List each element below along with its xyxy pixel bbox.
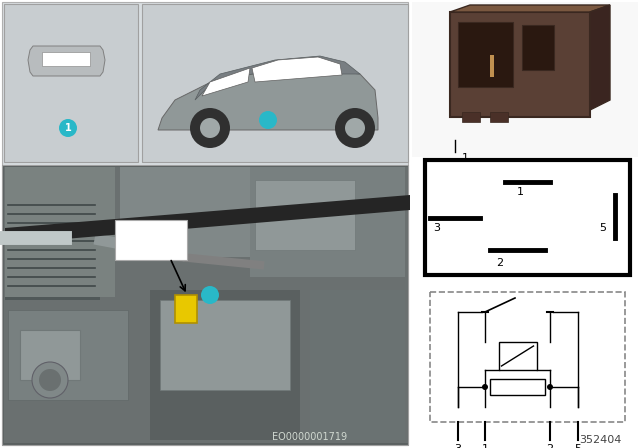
- Bar: [2, 2, 408, 445]
- Bar: [255, 180, 355, 250]
- Text: 1: 1: [516, 187, 524, 197]
- Bar: [490, 379, 545, 395]
- Bar: [490, 55, 494, 77]
- Bar: [42, 52, 90, 66]
- Bar: [150, 290, 300, 440]
- Polygon shape: [158, 70, 378, 130]
- Bar: [5, 300, 135, 440]
- Text: 1: 1: [65, 123, 72, 133]
- Bar: [458, 22, 513, 87]
- Circle shape: [200, 118, 220, 138]
- Bar: [450, 12, 590, 117]
- Bar: [115, 220, 187, 260]
- Circle shape: [482, 384, 488, 390]
- Bar: [2, 165, 408, 445]
- Circle shape: [59, 119, 77, 137]
- Bar: [20, 330, 80, 380]
- Text: 5: 5: [600, 223, 607, 233]
- Text: 1: 1: [462, 153, 469, 163]
- Polygon shape: [5, 195, 410, 244]
- Bar: [250, 167, 405, 277]
- Text: 3: 3: [433, 223, 440, 233]
- Bar: [310, 290, 405, 440]
- Text: 1: 1: [264, 115, 271, 125]
- Text: K5: K5: [120, 225, 138, 238]
- Bar: [160, 300, 290, 390]
- Bar: [4, 4, 138, 162]
- Text: 2: 2: [497, 258, 504, 268]
- Polygon shape: [450, 5, 610, 12]
- Bar: [175, 295, 197, 323]
- Polygon shape: [202, 68, 250, 96]
- Text: 1: 1: [481, 444, 488, 448]
- Text: K5*1B: K5*1B: [120, 241, 163, 254]
- Text: 2: 2: [547, 444, 554, 448]
- Circle shape: [32, 362, 68, 398]
- Text: 3: 3: [454, 444, 461, 448]
- Bar: [425, 160, 630, 275]
- Circle shape: [201, 286, 219, 304]
- Bar: [120, 167, 250, 257]
- Polygon shape: [195, 56, 360, 100]
- Bar: [522, 25, 554, 70]
- Circle shape: [547, 384, 553, 390]
- Circle shape: [259, 111, 277, 129]
- Text: 1: 1: [207, 290, 213, 300]
- Polygon shape: [28, 46, 105, 76]
- Bar: [8, 310, 128, 400]
- Bar: [412, 2, 638, 157]
- Polygon shape: [590, 5, 610, 110]
- Circle shape: [345, 118, 365, 138]
- Bar: [490, 112, 508, 122]
- Bar: [142, 4, 408, 162]
- Bar: [5, 200, 100, 300]
- Polygon shape: [252, 57, 342, 82]
- Bar: [5, 167, 115, 297]
- Circle shape: [39, 369, 61, 391]
- Circle shape: [335, 108, 375, 148]
- Text: EO0000001719: EO0000001719: [273, 432, 348, 442]
- Text: 352404: 352404: [579, 435, 621, 445]
- Bar: [499, 342, 536, 370]
- Bar: [462, 112, 480, 122]
- Bar: [4, 167, 408, 443]
- Bar: [430, 292, 625, 422]
- Circle shape: [190, 108, 230, 148]
- Text: 5: 5: [575, 444, 582, 448]
